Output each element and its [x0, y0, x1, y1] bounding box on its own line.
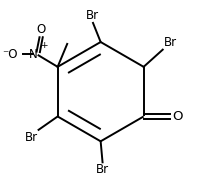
Text: O: O	[172, 110, 182, 123]
Text: +: +	[40, 41, 48, 50]
Text: Br: Br	[164, 36, 177, 49]
Text: Br: Br	[85, 9, 99, 22]
Text: ⁻O: ⁻O	[2, 48, 18, 61]
Text: Br: Br	[96, 163, 109, 176]
Text: O: O	[37, 23, 46, 36]
Text: Br: Br	[24, 131, 38, 144]
Text: N: N	[29, 48, 38, 61]
